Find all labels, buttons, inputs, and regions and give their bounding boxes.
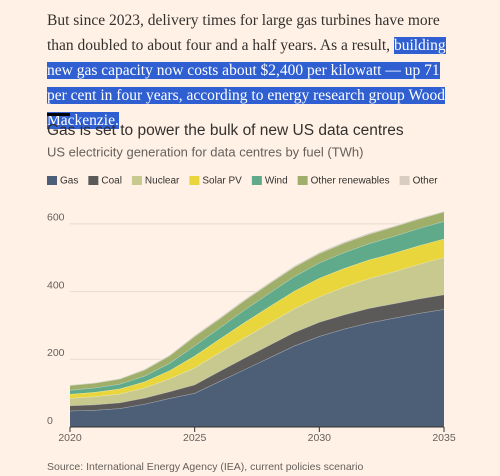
area bbox=[70, 221, 444, 395]
legend-swatch bbox=[131, 176, 142, 185]
legend-swatch bbox=[88, 176, 99, 185]
legend-swatch bbox=[399, 176, 410, 185]
y-tick-label: 400 bbox=[47, 279, 65, 291]
legend-label: Solar PV bbox=[202, 176, 242, 187]
chart-title: Gas is set to power the bulk of new US d… bbox=[47, 122, 404, 139]
legend-swatch bbox=[189, 176, 200, 185]
legend-label: Wind bbox=[265, 176, 288, 187]
chart-subtitle: US electricity generation for data centr… bbox=[47, 144, 363, 159]
source: Source: International Energy Agency (IEA… bbox=[47, 461, 363, 473]
legend-label: Gas bbox=[60, 176, 78, 187]
legend-label: Coal bbox=[101, 176, 122, 187]
legend-swatch bbox=[297, 176, 308, 185]
legend-swatch bbox=[251, 176, 262, 185]
area bbox=[70, 294, 444, 411]
x-tick-label: 2020 bbox=[58, 432, 82, 444]
paragraph-text: But since 2023, delivery times for large… bbox=[47, 12, 440, 54]
area bbox=[70, 211, 444, 391]
x-tick-label: 2030 bbox=[308, 432, 332, 444]
legend-label: Other bbox=[413, 176, 439, 187]
y-tick-label: 0 bbox=[47, 415, 53, 427]
article-paragraph: But since 2023, delivery times for large… bbox=[47, 8, 459, 133]
area bbox=[70, 257, 444, 406]
area bbox=[70, 238, 444, 399]
x-tick-label: 2035 bbox=[432, 432, 456, 444]
legend-swatch bbox=[47, 176, 57, 185]
y-tick-label: 600 bbox=[47, 212, 65, 224]
area-edge bbox=[69, 210, 445, 386]
title-bar bbox=[47, 113, 70, 116]
y-tick-label: 200 bbox=[47, 347, 65, 359]
area bbox=[70, 309, 444, 427]
legend-label: Other renewables bbox=[311, 176, 390, 187]
x-tick-label: 2025 bbox=[183, 432, 207, 444]
legend-label: Nuclear bbox=[145, 176, 180, 187]
